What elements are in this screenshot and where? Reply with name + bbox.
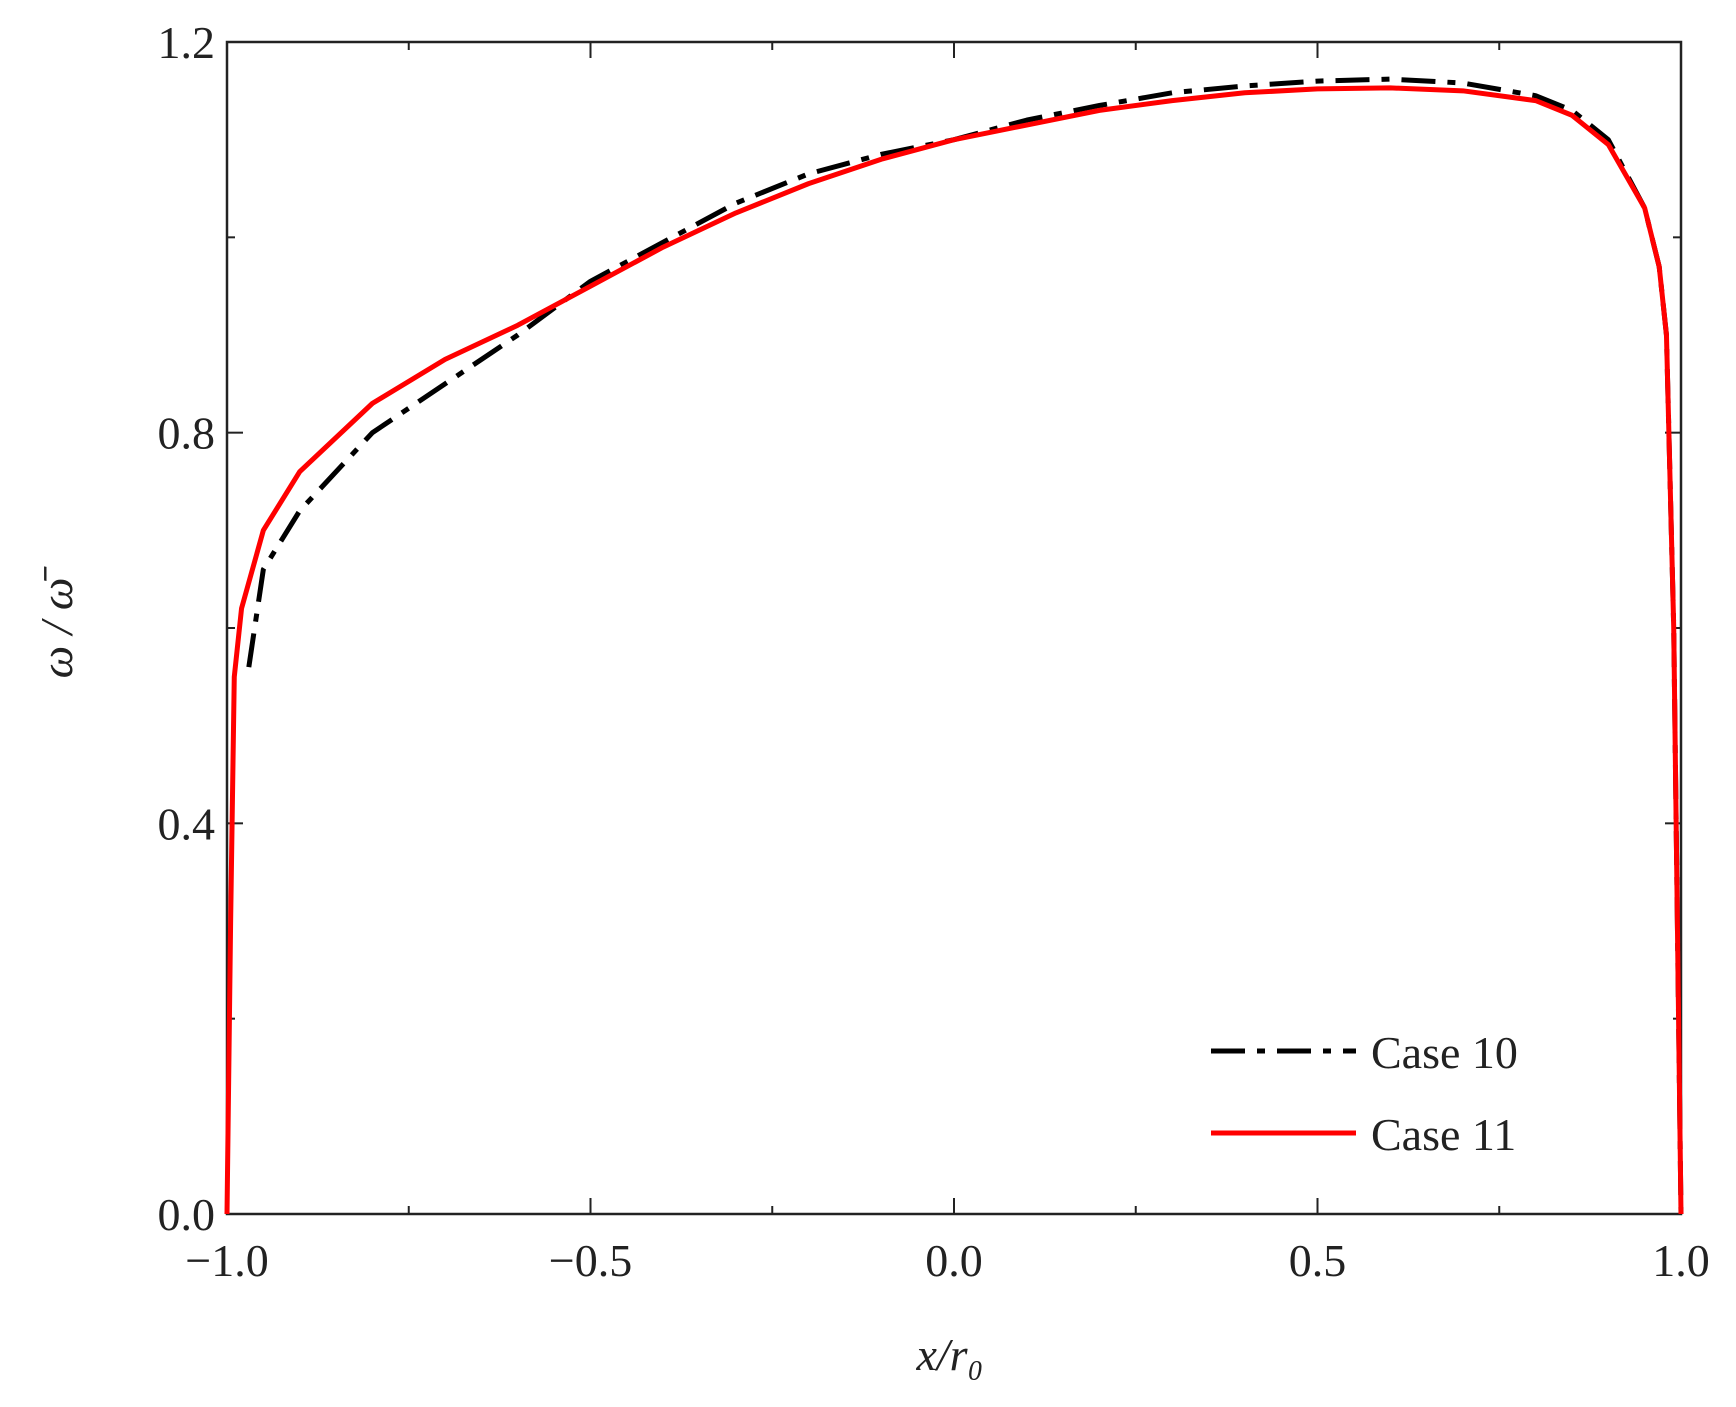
y-tick-label: 1.2	[158, 17, 216, 68]
y-tick-label: 0.4	[158, 798, 216, 849]
y-tick-label: 0.8	[158, 408, 216, 459]
plot-frame	[225, 40, 1683, 1216]
x-tick-label: 0.0	[925, 1235, 983, 1286]
legend-label: Case 10	[1371, 1027, 1518, 1078]
x-tick-label: −0.5	[549, 1235, 632, 1286]
x-tick-label: 1.0	[1652, 1235, 1710, 1286]
y-axis-label: ω / ω̄	[31, 566, 82, 679]
series-line	[224, 85, 1684, 1215]
x-tick-label: −1.0	[185, 1235, 268, 1286]
legend-label: Case 11	[1371, 1109, 1516, 1160]
y-tick-label: 0.0	[158, 1189, 216, 1240]
x-axis-label: x/r₀	[915, 1329, 983, 1380]
x-tick-label: 0.5	[1289, 1235, 1347, 1286]
